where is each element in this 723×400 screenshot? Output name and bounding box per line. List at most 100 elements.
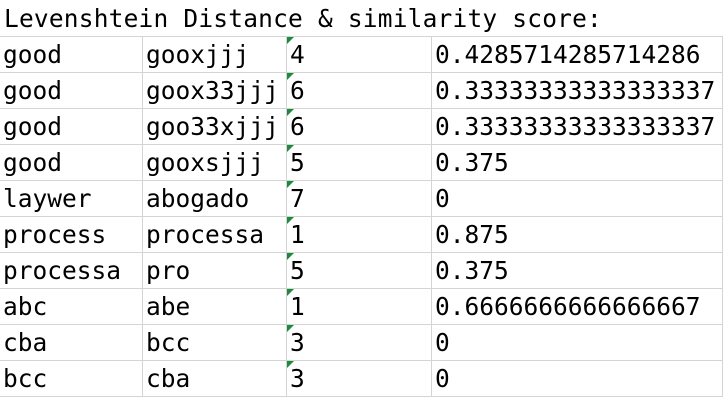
cell-empty[interactable] — [575, 253, 723, 288]
cell-word-b-text: goox33jjj — [146, 76, 281, 105]
cell-similarity-score-text: 0 — [435, 184, 452, 213]
cell-word-a-text: process — [3, 220, 109, 249]
cell-word-b[interactable]: bcc — [143, 325, 287, 360]
cell-word-b-text: goo33xjjj — [146, 112, 281, 141]
cell-word-a[interactable]: processa — [0, 253, 143, 288]
cell-empty[interactable] — [575, 181, 723, 216]
cell-similarity-score-text: 0.375 — [435, 256, 511, 285]
cell-word-a[interactable]: cba — [0, 325, 143, 360]
cell-distance-text: 3 — [290, 364, 305, 393]
cell-distance[interactable]: 1 — [287, 217, 432, 252]
cell-distance[interactable]: 5 — [287, 253, 432, 288]
cell-similarity-score-text: 0.33333333333333337 — [435, 112, 718, 141]
cell-empty[interactable] — [575, 145, 723, 180]
cell-word-a-text: good — [3, 148, 65, 177]
cell-word-a-text: cba — [3, 328, 50, 357]
cell-empty[interactable] — [575, 325, 723, 360]
cell-empty[interactable] — [575, 217, 723, 252]
cell-similarity-score[interactable]: 0.375 — [432, 145, 575, 180]
table-row: processa pro 5 0.375 — [0, 253, 723, 289]
cell-similarity-score-text: 0 — [435, 364, 452, 393]
number-stored-as-text-flag-icon[interactable] — [287, 253, 294, 260]
cell-word-a-text: processa — [3, 256, 124, 285]
table-row: bcc cba 3 0 — [0, 361, 723, 397]
cell-similarity-score[interactable]: 0.875 — [432, 217, 575, 252]
cell-similarity-score-text: 0.875 — [435, 220, 511, 249]
number-stored-as-text-flag-icon[interactable] — [287, 181, 294, 188]
number-stored-as-text-flag-icon[interactable] — [287, 289, 294, 296]
cell-word-b[interactable]: gooxsjjj — [143, 145, 287, 180]
cell-similarity-score[interactable]: 0.6666666666666667 — [432, 289, 703, 324]
table-row: good goox33jjj 6 0.33333333333333337 — [0, 73, 723, 109]
number-stored-as-text-flag-icon[interactable] — [287, 361, 294, 368]
cell-distance-text: 5 — [290, 148, 305, 177]
cell-distance-text: 1 — [290, 220, 305, 249]
cell-similarity-score-text: 0 — [435, 328, 452, 357]
cell-similarity-score[interactable]: 0.4285714285714286 — [432, 37, 703, 72]
table-row: good gooxjjj 4 0.4285714285714286 — [0, 37, 723, 73]
cell-word-b[interactable]: abogado — [143, 181, 287, 216]
cell-word-b-text: gooxsjjj — [146, 148, 267, 177]
cell-distance[interactable]: 7 — [287, 181, 432, 216]
cell-similarity-score[interactable]: 0.33333333333333337 — [432, 109, 718, 144]
cell-distance[interactable]: 6 — [287, 109, 432, 144]
cell-word-a[interactable]: laywer — [0, 181, 143, 216]
cell-similarity-score[interactable]: 0.375 — [432, 253, 575, 288]
cell-word-b[interactable]: cba — [143, 361, 287, 396]
cell-word-a[interactable]: good — [0, 145, 143, 180]
number-stored-as-text-flag-icon[interactable] — [287, 217, 294, 224]
number-stored-as-text-flag-icon[interactable] — [287, 109, 294, 116]
cell-word-b[interactable]: processa — [143, 217, 287, 252]
cell-distance-text: 5 — [290, 256, 305, 285]
cell-empty[interactable] — [575, 361, 723, 396]
cell-word-a[interactable]: bcc — [0, 361, 143, 396]
cell-word-a[interactable]: good — [0, 73, 143, 108]
cell-word-b[interactable]: goo33xjjj — [143, 109, 287, 144]
cell-word-b-text: processa — [146, 220, 267, 249]
cell-distance-text: 1 — [290, 292, 305, 321]
cell-distance[interactable]: 3 — [287, 325, 432, 360]
title-row[interactable]: Levenshtein Distance & similarity score: — [0, 0, 723, 37]
sheet-title-cell[interactable]: Levenshtein Distance & similarity score: — [4, 4, 603, 33]
table-row: good gooxsjjj 5 0.375 — [0, 145, 723, 181]
cell-word-a-text: abc — [3, 292, 50, 321]
cell-word-a[interactable]: good — [0, 37, 143, 72]
cell-word-b[interactable]: pro — [143, 253, 287, 288]
number-stored-as-text-flag-icon[interactable] — [287, 37, 294, 44]
data-grid: good gooxjjj 4 0.4285714285714286 good goox33… — [0, 37, 723, 397]
number-stored-as-text-flag-icon[interactable] — [287, 73, 294, 80]
cell-word-b-text: abe — [146, 292, 193, 321]
cell-word-a-text: good — [3, 76, 65, 105]
number-stored-as-text-flag-icon[interactable] — [287, 325, 294, 332]
cell-word-b[interactable]: gooxjjj — [143, 37, 287, 72]
cell-word-a-text: good — [3, 40, 65, 69]
cell-similarity-score-text: 0.375 — [435, 148, 511, 177]
cell-similarity-score[interactable]: 0 — [432, 181, 575, 216]
cell-word-b-text: abogado — [146, 184, 252, 213]
cell-word-a[interactable]: good — [0, 109, 143, 144]
cell-word-a[interactable]: process — [0, 217, 143, 252]
cell-similarity-score-text: 0.6666666666666667 — [435, 292, 703, 321]
cell-word-a-text: good — [3, 112, 65, 141]
table-row: good goo33xjjj 6 0.33333333333333337 — [0, 109, 723, 145]
cell-distance-text: 3 — [290, 328, 305, 357]
cell-similarity-score[interactable]: 0 — [432, 361, 575, 396]
cell-similarity-score[interactable]: 0 — [432, 325, 575, 360]
cell-word-b-text: cba — [146, 364, 193, 393]
cell-distance[interactable]: 4 — [287, 37, 432, 72]
cell-similarity-score[interactable]: 0.33333333333333337 — [432, 73, 718, 108]
cell-word-a-text: laywer — [3, 184, 94, 213]
cell-word-b-text: bcc — [146, 328, 193, 357]
cell-word-b[interactable]: goox33jjj — [143, 73, 287, 108]
cell-distance[interactable]: 5 — [287, 145, 432, 180]
cell-word-b[interactable]: abe — [143, 289, 287, 324]
cell-distance[interactable]: 3 — [287, 361, 432, 396]
cell-word-a[interactable]: abc — [0, 289, 143, 324]
table-row: laywer abogado 7 0 — [0, 181, 723, 217]
cell-word-b-text: pro — [146, 256, 193, 285]
number-stored-as-text-flag-icon[interactable] — [287, 145, 294, 152]
cell-distance[interactable]: 1 — [287, 289, 432, 324]
table-row: abc abe 1 0.6666666666666667 — [0, 289, 723, 325]
cell-distance[interactable]: 6 — [287, 73, 432, 108]
